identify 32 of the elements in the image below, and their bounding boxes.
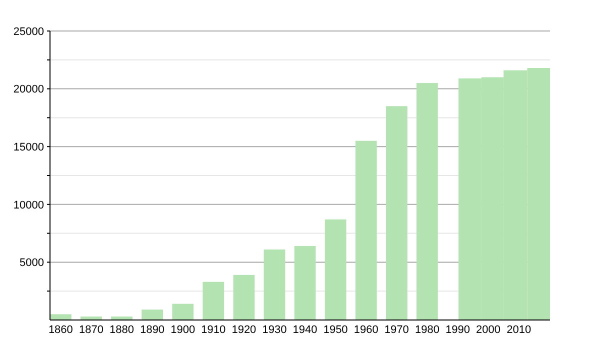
bar (233, 274, 255, 320)
x-tick-label: 1980 (414, 324, 440, 336)
x-tick-label: 1880 (110, 324, 134, 336)
bar (355, 140, 377, 320)
x-tick-label: 1870 (78, 324, 104, 336)
bar (142, 310, 164, 320)
bar (324, 219, 346, 320)
x-tick-label: 2010 (506, 324, 532, 336)
x-tick-label: 1910 (201, 324, 226, 336)
y-tick-label: 10000 (13, 199, 44, 212)
bar (386, 106, 408, 320)
x-tick-label: 1890 (140, 324, 165, 336)
y-tick-label: 15000 (13, 141, 44, 154)
y-tick-label: 5000 (20, 257, 44, 270)
bar (50, 314, 72, 320)
bar (294, 246, 316, 320)
x-tick-label: 1920 (232, 324, 256, 336)
x-tick-label: 1990 (446, 324, 470, 336)
x-tick-label: 1860 (48, 324, 73, 336)
bar (264, 249, 286, 320)
bar (202, 282, 224, 320)
y-tick-label: 20000 (13, 84, 44, 96)
x-tick-label: 1940 (292, 324, 318, 336)
x-tick-label: 1930 (262, 324, 287, 336)
x-tick-label: 1960 (354, 324, 378, 336)
x-tick-label: 2000 (476, 324, 501, 336)
y-tick-label: 25000 (13, 26, 44, 38)
x-tick-label: 1970 (384, 324, 409, 336)
bar (416, 83, 438, 320)
x-tick-label: 1900 (170, 324, 196, 336)
bar (172, 304, 194, 320)
x-tick-label: 1950 (323, 324, 348, 336)
